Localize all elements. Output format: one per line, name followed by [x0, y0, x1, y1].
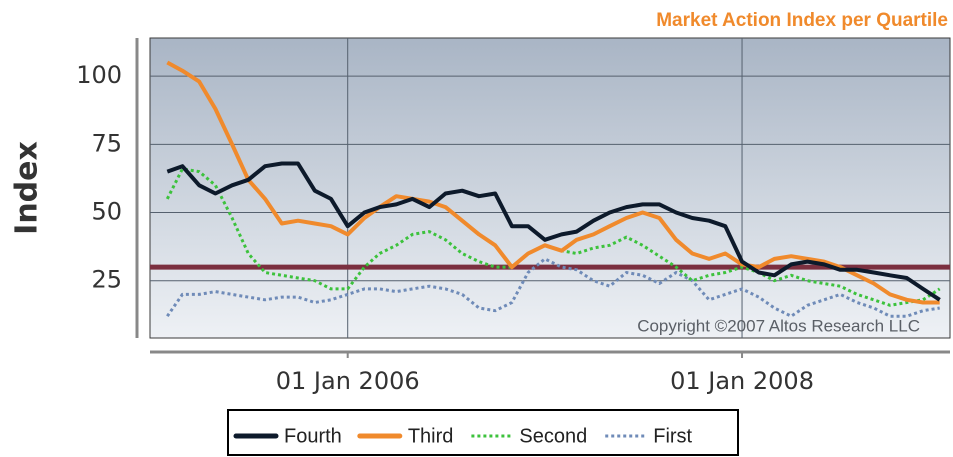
chart-title: Market Action Index per Quartile [656, 10, 948, 31]
legend [227, 409, 739, 456]
series-line [166, 257, 940, 318]
y-tick-label: 75 [91, 129, 122, 157]
x-tick-label: 01 Jan 2006 [276, 367, 420, 395]
legend-label: Fourth [284, 425, 342, 447]
copyright: Copyright ©2007 Altos Research LLC [637, 316, 920, 335]
legend-label: Second [519, 425, 587, 447]
plot-marks [150, 38, 950, 338]
y-axis-label: Index [10, 141, 45, 235]
legend-label: Third [408, 425, 454, 447]
y-tick-label: 50 [91, 198, 122, 226]
legend-items: Fourth Third Second First [233, 425, 693, 447]
series-line [166, 60, 940, 305]
y-tick-label: 25 [91, 266, 122, 294]
x-tick-label: 01 Jan 2008 [670, 367, 814, 395]
series-line [165, 167, 941, 307]
legend-label: First [653, 425, 692, 447]
plot-area [149, 37, 951, 339]
series-line [166, 161, 941, 302]
y-tick-label: 100 [76, 61, 122, 89]
